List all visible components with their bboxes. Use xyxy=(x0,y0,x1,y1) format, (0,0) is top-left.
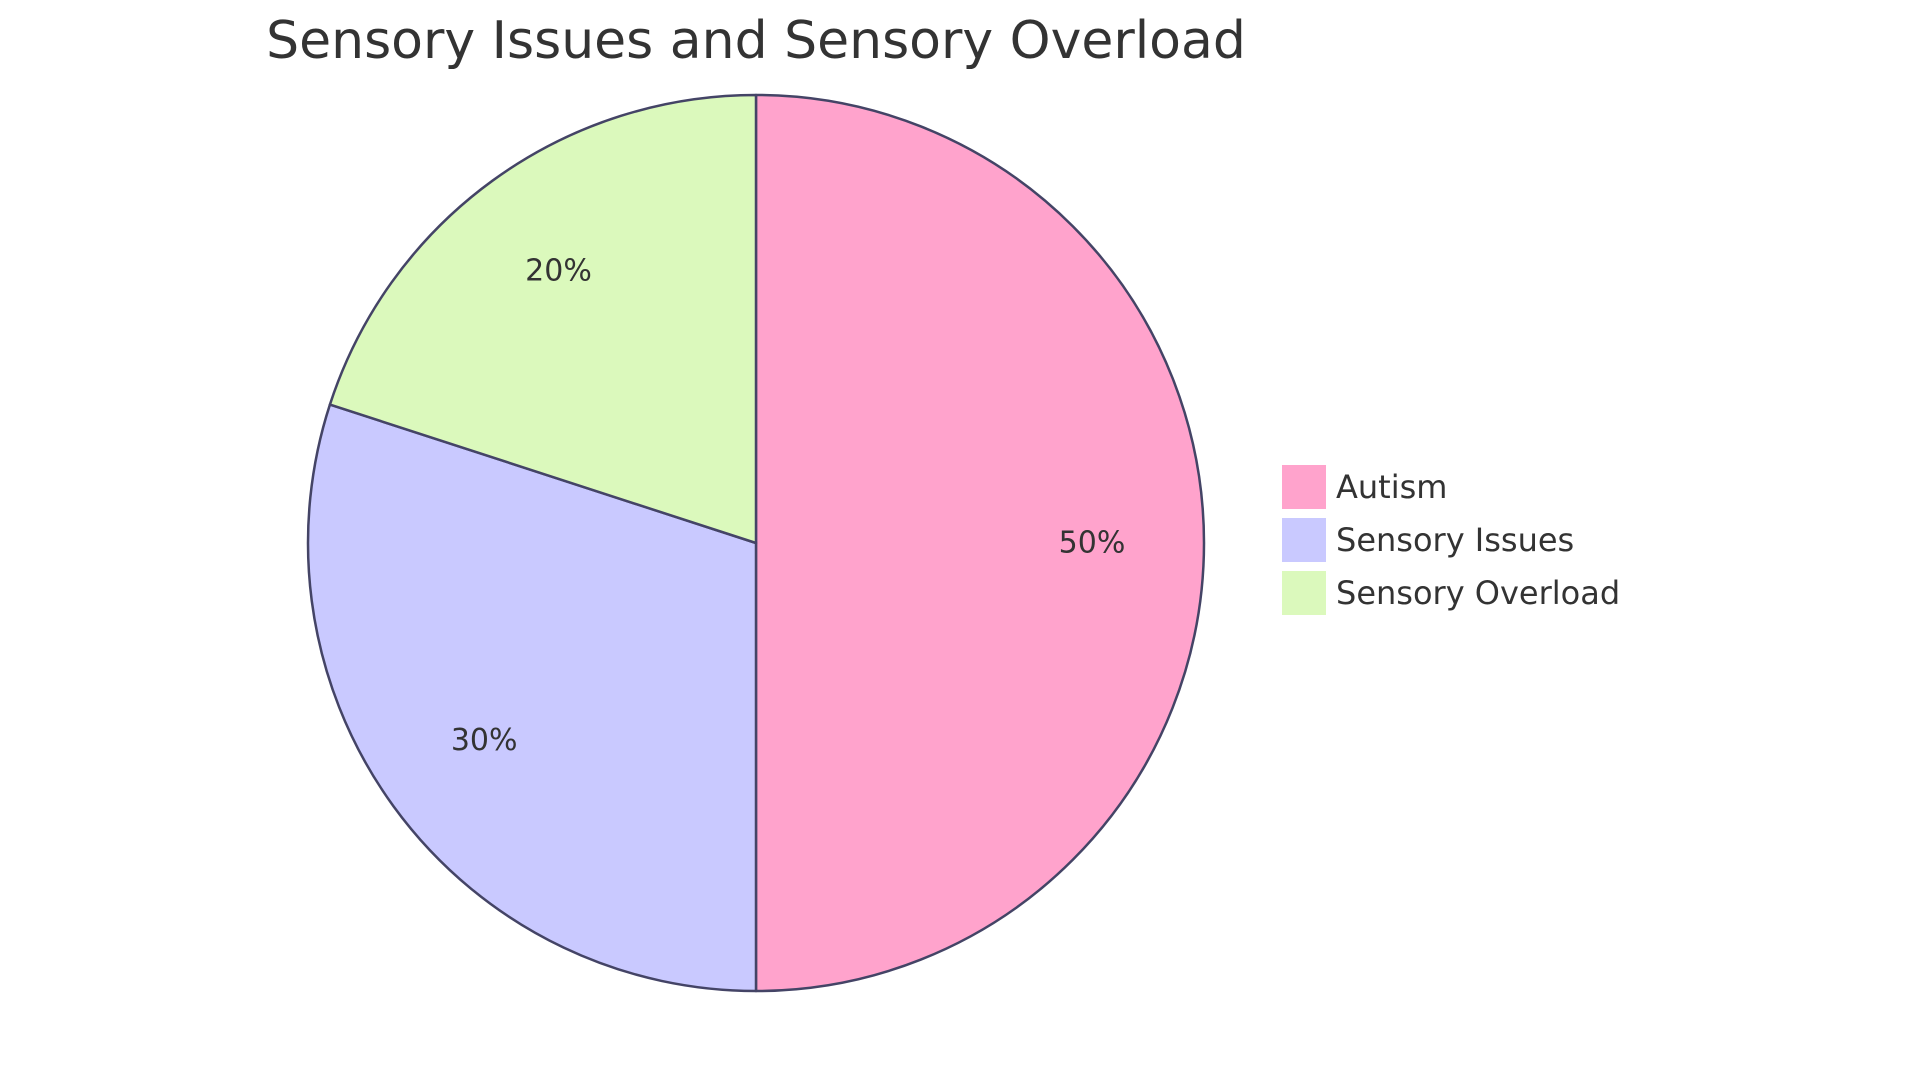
legend-label-sensory-issues: Sensory Issues xyxy=(1336,521,1574,559)
legend-swatch-autism xyxy=(1282,465,1326,509)
slice-label-sensory-overload: 20% xyxy=(525,254,592,289)
slice-label-sensory-issues: 30% xyxy=(451,723,518,758)
legend-swatch-sensory-overload xyxy=(1282,571,1326,615)
pie-slice-autism xyxy=(754,93,1206,993)
legend-label-sensory-overload: Sensory Overload xyxy=(1336,574,1620,612)
slice-label-autism: 50% xyxy=(1059,526,1126,561)
chart-title: Sensory Issues and Sensory Overload xyxy=(266,11,1246,71)
pie-slice-sensory-overload xyxy=(328,93,758,545)
legend: Autism Sensory Issues Sensory Overload xyxy=(1282,465,1620,615)
legend-label-autism: Autism xyxy=(1336,468,1447,506)
legend-swatch-sensory-issues xyxy=(1282,518,1326,562)
pie-slice-sensory-issues xyxy=(306,403,758,993)
pie-slices xyxy=(306,93,1206,993)
pie-slice-labels: 50% 30% 20% xyxy=(451,254,1126,758)
